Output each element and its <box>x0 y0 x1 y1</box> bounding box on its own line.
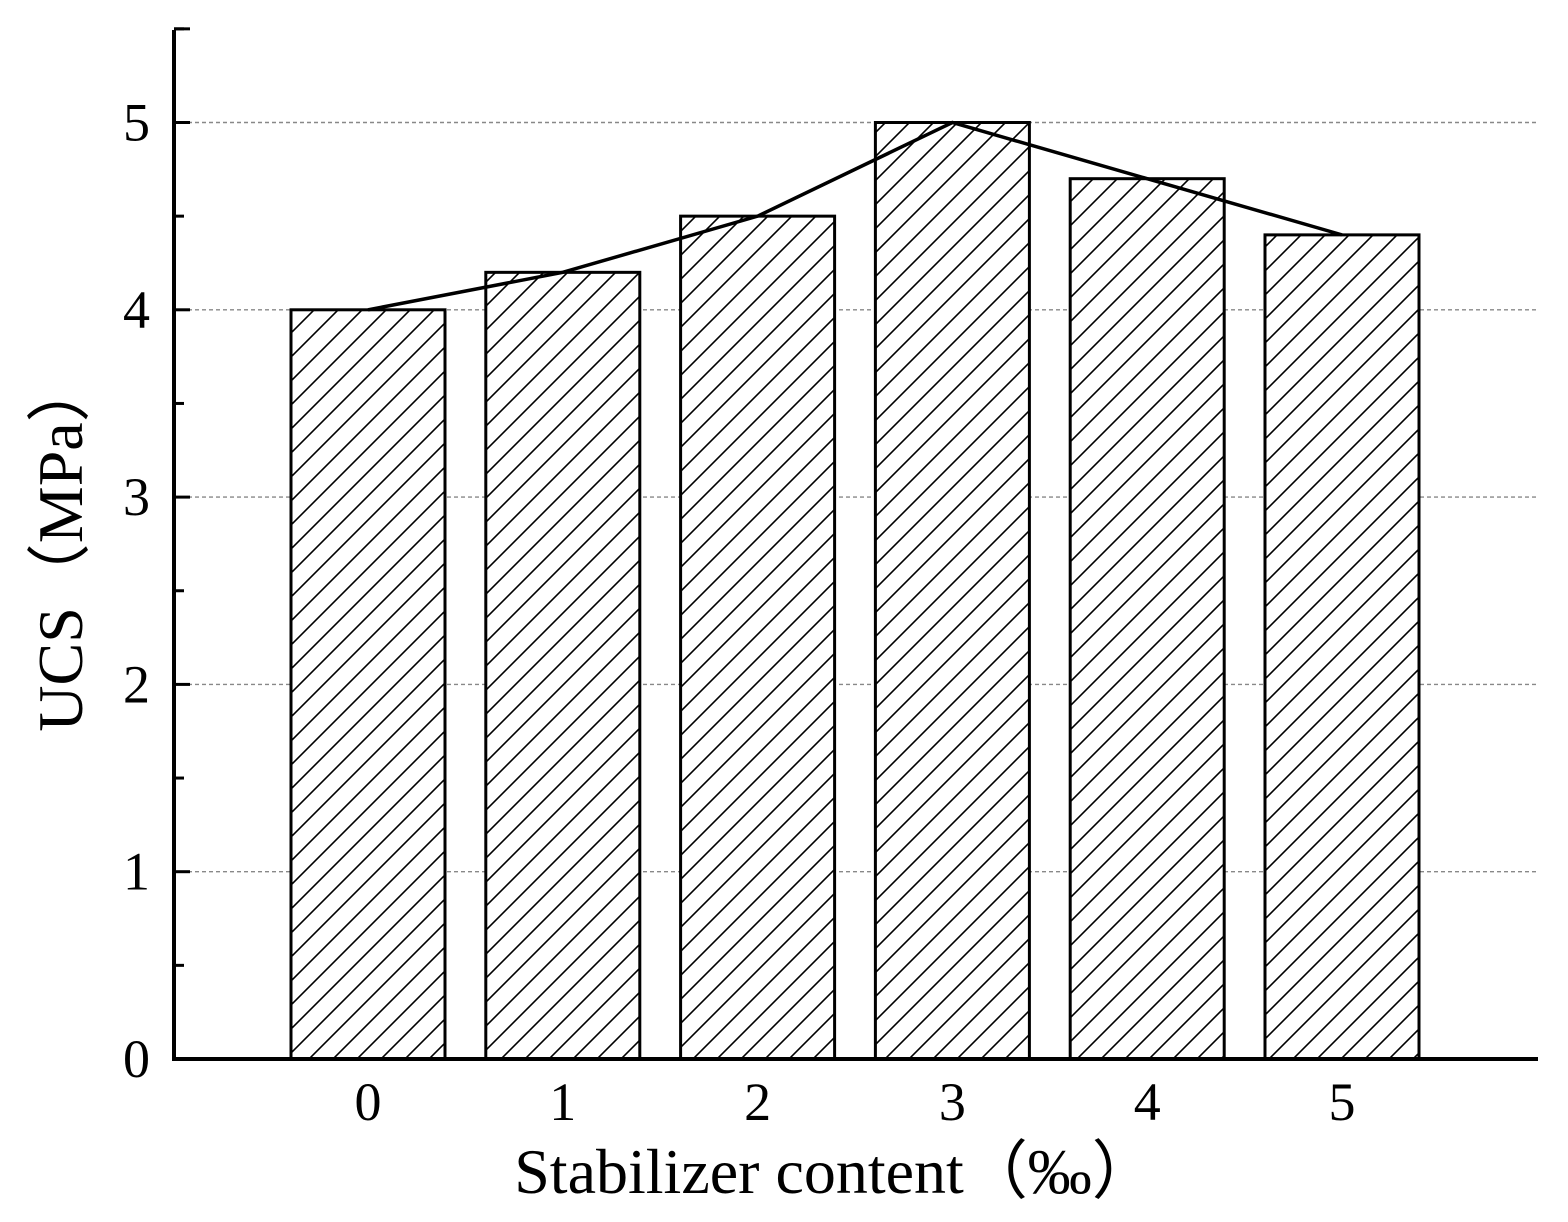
x-tick-label: 2 <box>744 1072 771 1132</box>
bar <box>1263 233 1421 1061</box>
y-tick-label: 3 <box>123 467 150 527</box>
trend-line-group <box>367 120 1343 312</box>
x-tick-label: 1 <box>549 1072 576 1132</box>
bar <box>484 270 642 1061</box>
bar <box>289 308 447 1061</box>
y-ticks: 0 1 2 3 4 5 <box>123 27 190 1089</box>
y-tick-label: 2 <box>123 654 150 714</box>
y-tick-label: 0 <box>123 1029 150 1089</box>
axes <box>172 30 1538 1061</box>
trend-line <box>367 120 1343 312</box>
x-tick-label: 5 <box>1329 1072 1356 1132</box>
bar <box>873 121 1031 1061</box>
y-axis-title: UCS（MPa） <box>25 358 96 731</box>
bar-group <box>289 121 1421 1061</box>
x-tick-label: 0 <box>355 1072 382 1132</box>
x-ticks: 0 1 2 3 4 5 <box>355 1072 1356 1132</box>
x-tick-label: 4 <box>1134 1072 1161 1132</box>
x-tick-label: 3 <box>939 1072 966 1132</box>
x-axis-title: Stabilizer content（‰） <box>514 1136 1156 1207</box>
y-tick-label: 1 <box>123 842 150 902</box>
y-tick-label: 4 <box>123 280 150 340</box>
y-tick-label: 5 <box>123 93 150 153</box>
bar <box>1068 177 1226 1061</box>
bar <box>679 214 837 1061</box>
